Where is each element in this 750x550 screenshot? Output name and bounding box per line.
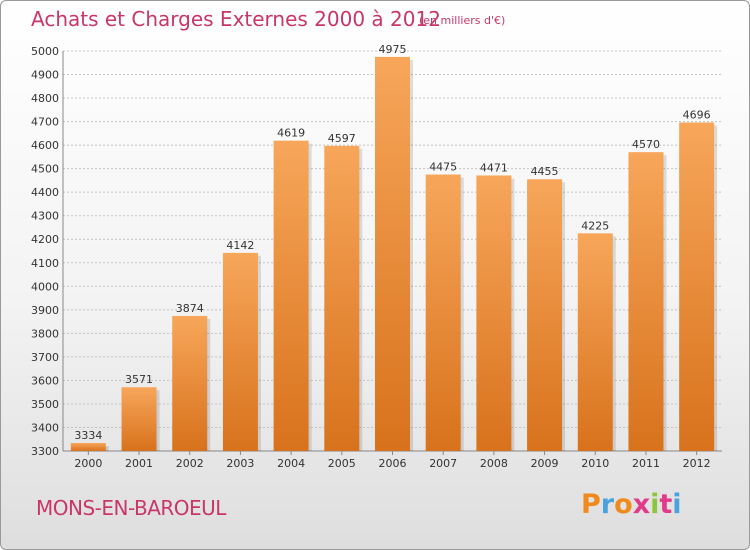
y-tick-label: 4900 [31, 69, 59, 82]
value-label-2010: 4225 [581, 219, 609, 232]
y-tick-label: 3700 [31, 351, 59, 364]
y-tick-label: 3800 [31, 327, 59, 340]
bar-2000 [70, 443, 106, 451]
bar-2001 [121, 387, 157, 451]
value-label-2005: 4597 [328, 132, 356, 145]
bar-2002 [172, 315, 208, 451]
value-label-2011: 4570 [632, 138, 660, 151]
y-tick-label: 5000 [31, 45, 59, 58]
x-tick-label-2000: 2000 [74, 457, 102, 470]
logo-letter: o [614, 489, 633, 520]
y-tick-label: 3400 [31, 421, 59, 434]
y-tick-label: 4000 [31, 280, 59, 293]
value-label-2003: 4142 [226, 239, 254, 252]
y-tick-label: 4300 [31, 210, 59, 223]
y-tick-label: 3600 [31, 374, 59, 387]
y-tick-label: 3900 [31, 304, 59, 317]
bars [70, 56, 718, 452]
y-tick-label: 3500 [31, 398, 59, 411]
y-tick-label: 4600 [31, 139, 59, 152]
x-tick-label-2003: 2003 [226, 457, 254, 470]
bar-2010 [577, 233, 613, 451]
value-label-2008: 4471 [480, 161, 508, 174]
x-tick-label-2011: 2011 [632, 457, 660, 470]
bar-2005 [324, 145, 360, 451]
bar-2008 [476, 175, 512, 451]
logo-letter: i [672, 489, 682, 520]
value-label-2007: 4475 [429, 161, 457, 174]
logo-letter: r [600, 489, 615, 520]
x-tick-label-2012: 2012 [683, 457, 711, 470]
bar-2004 [273, 140, 309, 451]
logo-letter: i [650, 489, 660, 520]
y-tick-label: 4800 [31, 92, 59, 105]
x-tick-label-2006: 2006 [379, 457, 407, 470]
x-tick-label-2001: 2001 [125, 457, 153, 470]
chart-unit: (en milliers d'€) [419, 14, 506, 27]
logo-letter: t [659, 489, 673, 520]
y-tick-label: 3300 [31, 445, 59, 458]
bar-2011 [628, 152, 664, 452]
y-tick-label: 4100 [31, 257, 59, 270]
labels: 3334 3571 3874 4142 4619 4597 4975 4475 4471 4455… [74, 43, 710, 442]
chart-title: Achats et Charges Externes 2000 à 2012 [31, 7, 441, 31]
x-tick-label-2010: 2010 [581, 457, 609, 470]
bar-2003 [222, 252, 258, 451]
x-tick-label-2004: 2004 [277, 457, 305, 470]
x-tick-label-2007: 2007 [429, 457, 457, 470]
y-tick-label: 4500 [31, 163, 59, 176]
logo-letter: x [632, 489, 651, 520]
bar-2007 [425, 174, 461, 451]
value-label-2002: 3874 [176, 302, 204, 315]
bar-2006 [375, 56, 410, 451]
x-tick-label-2008: 2008 [480, 457, 508, 470]
x-tick-label-2005: 2005 [328, 457, 356, 470]
y-tick-label: 4400 [31, 186, 59, 199]
proxiti-logo: Proxiti [581, 489, 682, 520]
value-label-2006: 4975 [379, 43, 407, 56]
bar-2012 [679, 122, 715, 451]
value-label-2012: 4696 [683, 109, 711, 122]
y-tick-label: 4200 [31, 233, 59, 246]
value-label-2000: 3334 [74, 429, 102, 442]
value-label-2001: 3571 [125, 373, 153, 386]
value-label-2009: 4455 [531, 165, 559, 178]
location-name: MONS-EN-BAROEUL [36, 496, 226, 520]
x-tick-label-2009: 2009 [531, 457, 559, 470]
logo-letter: P [581, 489, 601, 520]
y-tick-label: 4700 [31, 116, 59, 129]
bar-2009 [527, 179, 563, 451]
axes: 3300 3400 3500 3600 3700 3800 3900 4000 4100 4200… [31, 45, 722, 470]
x-tick-label-2002: 2002 [176, 457, 204, 470]
value-label-2004: 4619 [277, 127, 305, 140]
